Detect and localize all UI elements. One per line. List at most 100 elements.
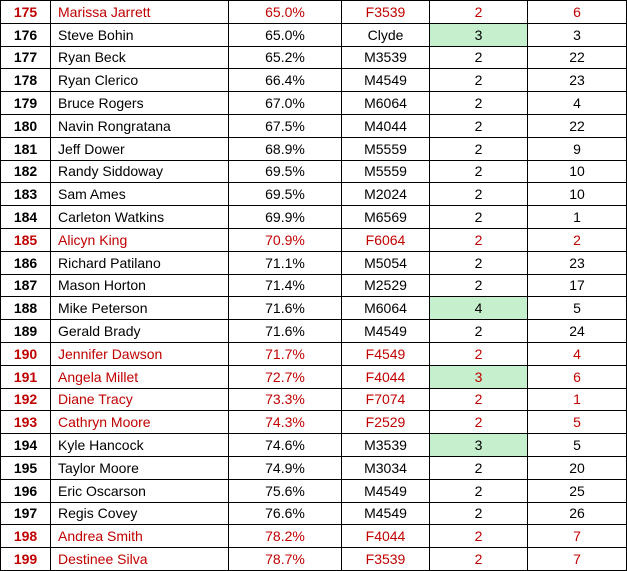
name-cell[interactable]: Marissa Jarrett <box>51 1 229 24</box>
percentage-cell[interactable]: 72.7% <box>229 365 342 389</box>
place-cell[interactable]: 1 <box>528 206 627 229</box>
count-cell[interactable]: 3 <box>430 434 528 457</box>
percentage-cell[interactable]: 71.6% <box>229 320 342 343</box>
division-cell[interactable]: M2529 <box>342 274 430 298</box>
percentage-cell[interactable]: 67.5% <box>229 114 342 138</box>
rank-cell[interactable]: 186 <box>1 251 51 275</box>
count-cell[interactable]: 2 <box>430 92 528 115</box>
name-cell[interactable]: Taylor Moore <box>51 456 229 480</box>
place-cell[interactable]: 23 <box>528 69 627 93</box>
rank-cell[interactable]: 184 <box>1 206 51 229</box>
division-cell[interactable]: F3539 <box>342 1 430 24</box>
rank-cell[interactable]: 179 <box>1 92 51 115</box>
percentage-cell[interactable]: 75.6% <box>229 479 342 503</box>
place-cell[interactable]: 26 <box>528 502 627 526</box>
division-cell[interactable]: M4549 <box>342 479 430 503</box>
count-cell[interactable]: 3 <box>430 23 528 47</box>
name-cell[interactable]: Ryan Beck <box>51 46 229 70</box>
rank-cell[interactable]: 195 <box>1 456 51 480</box>
name-cell[interactable]: Jeff Dower <box>51 137 229 161</box>
rank-cell[interactable]: 198 <box>1 525 51 549</box>
percentage-cell[interactable]: 78.2% <box>229 525 342 549</box>
rank-cell[interactable]: 187 <box>1 274 51 298</box>
division-cell[interactable]: M3539 <box>342 46 430 70</box>
place-cell[interactable]: 17 <box>528 274 627 298</box>
count-cell[interactable]: 2 <box>430 114 528 138</box>
rank-cell[interactable]: 190 <box>1 342 51 366</box>
count-cell[interactable]: 2 <box>430 251 528 275</box>
rank-cell[interactable]: 183 <box>1 183 51 207</box>
place-cell[interactable]: 20 <box>528 456 627 480</box>
name-cell[interactable]: Diane Tracy <box>51 388 229 412</box>
division-cell[interactable]: M3034 <box>342 456 430 480</box>
division-cell[interactable]: F4044 <box>342 365 430 389</box>
count-cell[interactable]: 2 <box>430 274 528 298</box>
division-cell[interactable]: M6064 <box>342 92 430 115</box>
percentage-cell[interactable]: 71.4% <box>229 274 342 298</box>
name-cell[interactable]: Eric Oscarson <box>51 479 229 503</box>
name-cell[interactable]: Gerald Brady <box>51 320 229 343</box>
count-cell[interactable]: 2 <box>430 548 528 571</box>
count-cell[interactable]: 2 <box>430 206 528 229</box>
name-cell[interactable]: Angela Millet <box>51 365 229 389</box>
division-cell[interactable]: F2529 <box>342 411 430 435</box>
division-cell[interactable]: M4549 <box>342 320 430 343</box>
percentage-cell[interactable]: 76.6% <box>229 502 342 526</box>
rank-cell[interactable]: 192 <box>1 388 51 412</box>
name-cell[interactable]: Andrea Smith <box>51 525 229 549</box>
division-cell[interactable]: M4549 <box>342 502 430 526</box>
name-cell[interactable]: Regis Covey <box>51 502 229 526</box>
rank-cell[interactable]: 176 <box>1 23 51 47</box>
count-cell[interactable]: 2 <box>430 137 528 161</box>
division-cell[interactable]: M6569 <box>342 206 430 229</box>
place-cell[interactable]: 5 <box>528 411 627 435</box>
division-cell[interactable]: Clyde <box>342 23 430 47</box>
percentage-cell[interactable]: 78.7% <box>229 548 342 571</box>
name-cell[interactable]: Steve Bohin <box>51 23 229 47</box>
rank-cell[interactable]: 181 <box>1 137 51 161</box>
count-cell[interactable]: 2 <box>430 1 528 24</box>
percentage-cell[interactable]: 69.5% <box>229 183 342 207</box>
rank-cell[interactable]: 197 <box>1 502 51 526</box>
rank-cell[interactable]: 193 <box>1 411 51 435</box>
percentage-cell[interactable]: 73.3% <box>229 388 342 412</box>
count-cell[interactable]: 2 <box>430 525 528 549</box>
division-cell[interactable]: F7074 <box>342 388 430 412</box>
name-cell[interactable]: Mike Peterson <box>51 297 229 321</box>
place-cell[interactable]: 7 <box>528 548 627 571</box>
place-cell[interactable]: 10 <box>528 160 627 184</box>
count-cell[interactable]: 2 <box>430 320 528 343</box>
rank-cell[interactable]: 188 <box>1 297 51 321</box>
division-cell[interactable]: M2024 <box>342 183 430 207</box>
name-cell[interactable]: Carleton Watkins <box>51 206 229 229</box>
percentage-cell[interactable]: 65.0% <box>229 23 342 47</box>
place-cell[interactable]: 25 <box>528 479 627 503</box>
percentage-cell[interactable]: 71.6% <box>229 297 342 321</box>
rank-cell[interactable]: 199 <box>1 548 51 571</box>
division-cell[interactable]: F3539 <box>342 548 430 571</box>
count-cell[interactable]: 2 <box>430 479 528 503</box>
name-cell[interactable]: Destinee Silva <box>51 548 229 571</box>
count-cell[interactable]: 2 <box>430 46 528 70</box>
percentage-cell[interactable]: 69.9% <box>229 206 342 229</box>
percentage-cell[interactable]: 66.4% <box>229 69 342 93</box>
percentage-cell[interactable]: 69.5% <box>229 160 342 184</box>
division-cell[interactable]: F4044 <box>342 525 430 549</box>
count-cell[interactable]: 2 <box>430 342 528 366</box>
rank-cell[interactable]: 191 <box>1 365 51 389</box>
place-cell[interactable]: 10 <box>528 183 627 207</box>
count-cell[interactable]: 2 <box>430 502 528 526</box>
count-cell[interactable]: 4 <box>430 297 528 321</box>
percentage-cell[interactable]: 74.6% <box>229 434 342 457</box>
name-cell[interactable]: Kyle Hancock <box>51 434 229 457</box>
rank-cell[interactable]: 189 <box>1 320 51 343</box>
place-cell[interactable]: 22 <box>528 46 627 70</box>
place-cell[interactable]: 5 <box>528 297 627 321</box>
percentage-cell[interactable]: 67.0% <box>229 92 342 115</box>
division-cell[interactable]: M4044 <box>342 114 430 138</box>
name-cell[interactable]: Alicyn King <box>51 228 229 252</box>
place-cell[interactable]: 5 <box>528 434 627 457</box>
rank-cell[interactable]: 178 <box>1 69 51 93</box>
name-cell[interactable]: Cathryn Moore <box>51 411 229 435</box>
name-cell[interactable]: Jennifer Dawson <box>51 342 229 366</box>
